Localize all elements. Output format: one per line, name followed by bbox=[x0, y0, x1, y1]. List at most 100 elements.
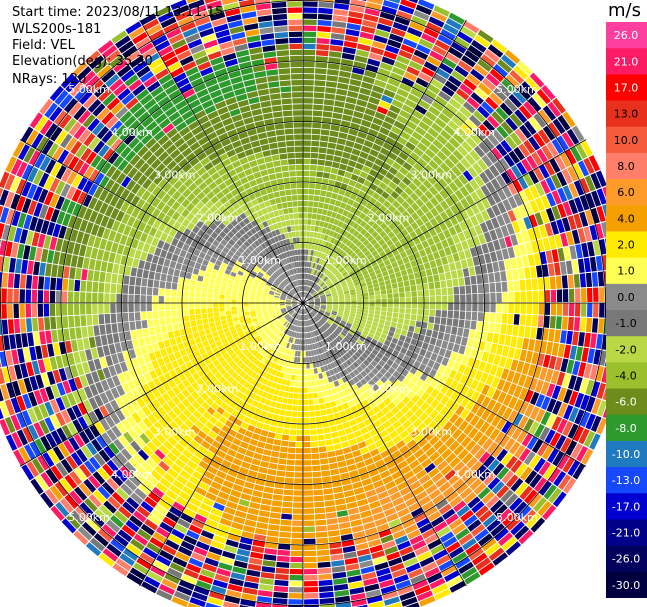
radar-gate bbox=[316, 543, 329, 550]
radar-gate bbox=[420, 391, 430, 402]
radar-gate bbox=[338, 350, 345, 357]
radar-gate bbox=[69, 490, 83, 505]
radar-gate bbox=[312, 269, 316, 275]
radar-gate bbox=[303, 544, 316, 551]
radar-gate bbox=[186, 563, 202, 574]
radar-gate bbox=[402, 449, 413, 460]
radar-gate bbox=[304, 327, 307, 333]
radar-gate bbox=[338, 410, 347, 418]
radar-gate bbox=[268, 406, 275, 414]
radar-gate bbox=[566, 128, 580, 145]
radar-gate bbox=[365, 437, 375, 446]
radar-gate bbox=[379, 470, 391, 479]
radar-gate bbox=[394, 16, 411, 26]
radar-gate bbox=[558, 474, 572, 491]
radar-gate bbox=[511, 165, 522, 179]
radar-gate bbox=[19, 318, 27, 333]
radar-gate bbox=[435, 391, 445, 402]
radar-gate bbox=[195, 387, 205, 396]
radar-gate bbox=[518, 105, 533, 120]
radar-gate bbox=[372, 511, 386, 521]
radar-gate bbox=[469, 368, 478, 379]
radar-gate bbox=[536, 89, 551, 105]
radar-gate bbox=[306, 225, 311, 231]
radar-gate bbox=[192, 492, 205, 502]
radar-gate bbox=[99, 405, 110, 418]
radar-gate bbox=[89, 383, 99, 397]
radar-gate bbox=[88, 336, 96, 349]
radar-gate bbox=[433, 73, 447, 85]
radar-gate bbox=[454, 303, 460, 311]
radar-gate bbox=[480, 264, 488, 274]
radar-gate bbox=[536, 265, 543, 278]
radar-gate bbox=[277, 549, 291, 556]
radar-gate bbox=[322, 285, 328, 290]
radar-gate bbox=[519, 243, 527, 256]
radar-gate bbox=[295, 332, 299, 339]
radar-gate bbox=[293, 356, 298, 363]
radar-gate bbox=[86, 281, 93, 292]
radar-gate bbox=[470, 215, 479, 227]
radar-gate bbox=[210, 367, 219, 375]
radar-gate bbox=[366, 280, 373, 286]
radar-gate bbox=[88, 475, 101, 489]
radar-gate bbox=[25, 303, 32, 318]
radar-gate bbox=[269, 400, 277, 408]
radar-gate bbox=[369, 544, 384, 554]
radar-gate bbox=[324, 261, 329, 268]
radar-gate bbox=[455, 405, 465, 416]
radar-gate bbox=[261, 350, 268, 357]
radar-gate bbox=[556, 135, 569, 151]
radar-gate bbox=[455, 353, 464, 363]
radar-gate bbox=[412, 332, 420, 340]
radar-gate bbox=[367, 235, 375, 243]
radar-gate bbox=[118, 264, 126, 275]
radar-gate bbox=[335, 399, 342, 406]
radar-gate bbox=[289, 429, 297, 436]
radar-gate bbox=[353, 333, 360, 339]
radar-gate bbox=[304, 292, 307, 298]
radar-gate bbox=[452, 132, 465, 145]
radar-gate bbox=[315, 277, 319, 283]
radar-gate bbox=[357, 176, 366, 185]
radar-gate bbox=[308, 201, 314, 207]
radar-gate bbox=[301, 333, 303, 339]
radar-gate bbox=[471, 284, 478, 294]
radar-gate bbox=[428, 143, 440, 155]
radar-gate bbox=[410, 338, 418, 346]
radar-gate bbox=[306, 307, 311, 312]
radar-gate bbox=[455, 335, 462, 345]
radar-gate bbox=[314, 343, 318, 349]
radar-gate bbox=[200, 392, 209, 401]
radar-gate bbox=[479, 222, 489, 233]
radar-gate bbox=[517, 374, 527, 387]
radar-gate bbox=[332, 252, 338, 259]
radar-gate bbox=[320, 319, 325, 324]
radar-gate bbox=[352, 335, 359, 342]
radar-gate bbox=[290, 311, 295, 316]
radar-gate bbox=[225, 299, 231, 303]
radar-gate bbox=[274, 579, 289, 587]
radar-gate bbox=[562, 421, 574, 437]
radar-gate bbox=[288, 368, 293, 374]
radar-gate bbox=[315, 270, 319, 276]
radar-gate bbox=[289, 362, 294, 368]
radar-gate bbox=[283, 328, 288, 334]
radar-gate bbox=[347, 320, 354, 325]
radar-gate bbox=[327, 524, 339, 531]
radar-gate bbox=[351, 303, 357, 306]
radar-gate bbox=[303, 79, 314, 86]
radar-gate bbox=[231, 292, 238, 297]
radar-gate bbox=[389, 273, 396, 280]
radar-gate bbox=[365, 264, 373, 270]
radar-gate bbox=[305, 243, 310, 249]
radar-gate bbox=[338, 296, 345, 300]
radar-gate bbox=[357, 421, 366, 430]
radar-gate bbox=[348, 581, 364, 589]
radar-gate bbox=[213, 289, 220, 295]
radar-gate bbox=[397, 481, 409, 491]
radar-gate bbox=[451, 165, 462, 177]
radar-gate bbox=[331, 310, 338, 314]
radar-gate bbox=[504, 438, 516, 452]
radar-gate bbox=[459, 83, 474, 96]
